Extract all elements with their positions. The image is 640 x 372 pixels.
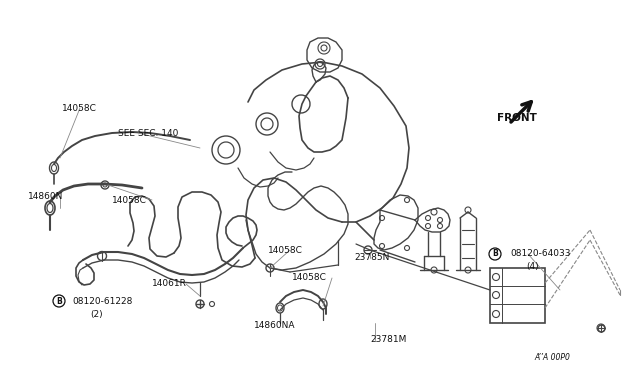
Text: 14058C: 14058C [62,103,97,112]
Text: FRONT: FRONT [497,113,537,123]
Text: 08120-64033: 08120-64033 [510,250,570,259]
Text: SEE SEC. 140: SEE SEC. 140 [118,128,179,138]
Text: 14860NA: 14860NA [254,321,296,330]
Text: 14058C: 14058C [268,246,303,254]
Text: 14058C: 14058C [112,196,147,205]
Text: 14058C: 14058C [292,273,327,282]
Text: 23781M: 23781M [370,336,406,344]
Text: 23785N: 23785N [354,253,389,263]
Text: B: B [492,250,498,259]
Text: (4): (4) [526,263,539,272]
Text: 14860N: 14860N [28,192,63,201]
Text: 08120-61228: 08120-61228 [72,296,132,305]
Text: A’’A 00P0: A’’A 00P0 [534,353,570,362]
Text: 14061R: 14061R [152,279,187,289]
Text: (2): (2) [90,310,102,318]
Text: B: B [56,296,62,305]
